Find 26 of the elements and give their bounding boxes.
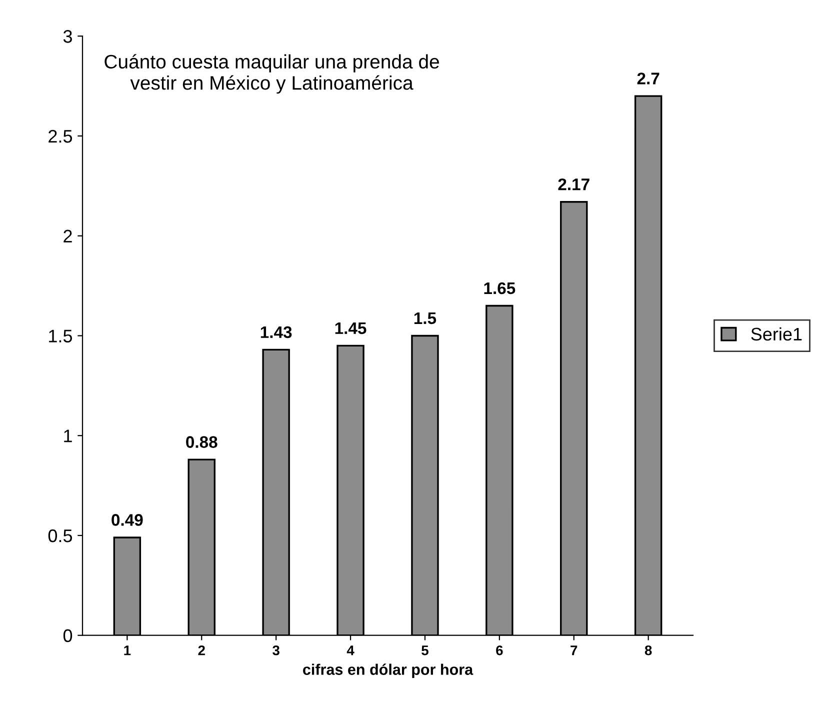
x-tick-label: 6 [496, 645, 503, 656]
data-label: 0.49 [112, 514, 143, 526]
x-tick-label: 4 [346, 646, 354, 656]
data-label: 1.43 [260, 326, 292, 338]
y-tick-label: 3 [63, 30, 72, 43]
y-tick-label: 0.5 [48, 529, 72, 542]
x-tick-label: 5 [422, 646, 428, 656]
data-label: 2.17 [558, 178, 590, 190]
legend-label: Serie1 [751, 327, 802, 341]
y-tick-label: 0 [63, 629, 72, 642]
y-tick-label: 2 [64, 230, 72, 242]
x-tick-label: 3 [272, 645, 280, 656]
x-tick-label: 1 [124, 646, 131, 656]
y-tick-label: 1.5 [49, 330, 72, 342]
data-label: 1.45 [335, 322, 366, 334]
data-label: 2.7 [637, 72, 660, 84]
y-tick-label: 1 [64, 430, 72, 442]
text: Cuánto cuesta maquilar una prenda de vestir en México y Latinoamérica [104, 54, 439, 94]
data-label: 1.5 [414, 312, 436, 324]
x-tick-label: 2 [198, 645, 205, 656]
x-tick-label: 7 [570, 646, 578, 656]
x-axis-title: cifras en dólar por hora [303, 664, 474, 678]
y-tick-label: 2.5 [48, 130, 72, 143]
x-tick-label: 8 [644, 645, 652, 656]
data-label: 0.88 [186, 436, 218, 448]
data-label: 1.65 [484, 282, 516, 294]
